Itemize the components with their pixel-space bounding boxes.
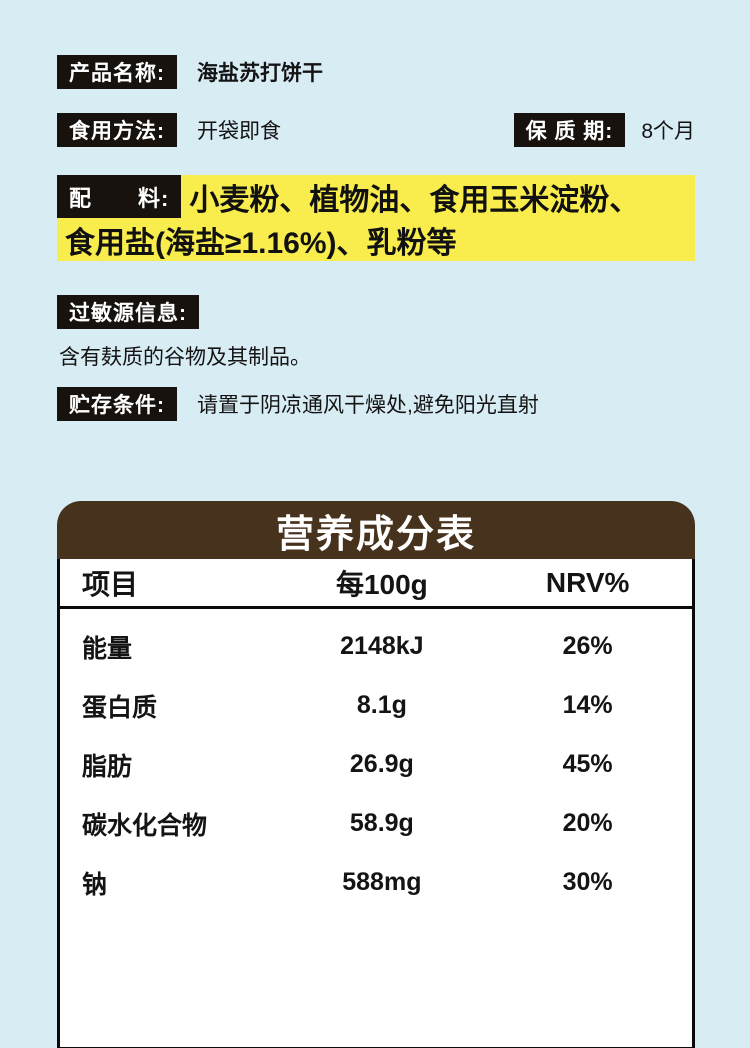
storage-label: 贮存条件:	[57, 387, 177, 421]
table-row-energy: 能量 2148kJ 26%	[82, 617, 670, 676]
nutrient-nrv: 20%	[562, 809, 613, 837]
nutrition-rows: 能量 2148kJ 26% 蛋白质 8.1g 14% 脂肪 26.9g 45% …	[60, 609, 692, 912]
nutrition-table: 营养成分表 项目 每100g NRV% 能量 2148kJ 26% 蛋白质 8.…	[57, 501, 695, 1048]
ingredients-line-2: 食用盐(海盐≥1.16%)、乳粉等	[57, 218, 695, 261]
usage-shelf-row: 食用方法: 开袋即食 保 质 期: 8个月	[57, 113, 695, 147]
nutrient-per100g: 588mg	[342, 868, 422, 896]
ingredients-line-1: 配 料: 小麦粉、植物油、食用玉米淀粉、	[57, 175, 695, 218]
product-name-label: 产品名称:	[57, 55, 177, 89]
nutrient-per100g: 8.1g	[356, 691, 407, 719]
table-row-fat: 脂肪 26.9g 45%	[82, 735, 670, 794]
nutrient-name: 碳水化合物	[82, 811, 208, 840]
nutrient-nrv: 30%	[562, 868, 613, 896]
ingredients-text-2: 食用盐(海盐≥1.16%)、乳粉等	[57, 218, 695, 261]
allergen-label: 过敏源信息:	[57, 295, 199, 329]
nutrition-title: 营养成分表	[57, 501, 695, 559]
column-item: 项目	[82, 568, 139, 600]
nutrient-name: 钠	[82, 870, 108, 899]
nutrient-per100g: 26.9g	[349, 750, 414, 778]
nutrient-name: 脂肪	[82, 752, 133, 781]
ingredients-text-1: 小麦粉、植物油、食用玉米淀粉、	[181, 175, 695, 218]
nutrient-name: 蛋白质	[82, 693, 158, 722]
product-name-value: 海盐苏打饼干	[197, 62, 323, 85]
nutrition-header-row: 项目 每100g NRV%	[60, 559, 692, 609]
shelf-life-group: 保 质 期: 8个月	[513, 113, 695, 147]
table-row-sodium: 钠 588mg 30%	[82, 853, 670, 912]
allergen-text: 含有麸质的谷物及其制品。	[59, 346, 311, 369]
nutrient-nrv: 26%	[562, 632, 613, 660]
shelf-life-value: 8个月	[641, 120, 695, 143]
storage-row: 贮存条件: 请置于阴凉通风干燥处,避免阳光直射	[57, 387, 695, 421]
ingredients-section: 配 料: 小麦粉、植物油、食用玉米淀粉、 食用盐(海盐≥1.16%)、乳粉等	[57, 175, 695, 261]
nutrient-per100g: 2148kJ	[340, 632, 424, 660]
nutrient-nrv: 45%	[562, 750, 613, 778]
table-row-carbohydrate: 碳水化合物 58.9g 20%	[82, 794, 670, 853]
table-row-protein: 蛋白质 8.1g 14%	[82, 676, 670, 735]
column-per100g: 每100g	[335, 568, 428, 600]
product-name-row: 产品名称: 海盐苏打饼干	[57, 55, 695, 89]
allergen-label-row: 过敏源信息:	[57, 295, 695, 329]
shelf-life-label: 保 质 期:	[513, 113, 626, 147]
storage-value: 请置于阴凉通风干燥处,避免阳光直射	[197, 394, 539, 417]
nutrient-per100g: 58.9g	[349, 809, 414, 837]
usage-value: 开袋即食	[197, 120, 281, 143]
nutrient-name: 能量	[82, 634, 133, 663]
ingredients-label: 配 料:	[57, 175, 182, 218]
column-nrv: NRV%	[545, 566, 630, 598]
nutrient-nrv: 14%	[562, 691, 613, 719]
usage-label: 食用方法:	[57, 113, 177, 147]
nutrition-body: 项目 每100g NRV% 能量 2148kJ 26% 蛋白质 8.1g 14%…	[57, 559, 695, 1048]
